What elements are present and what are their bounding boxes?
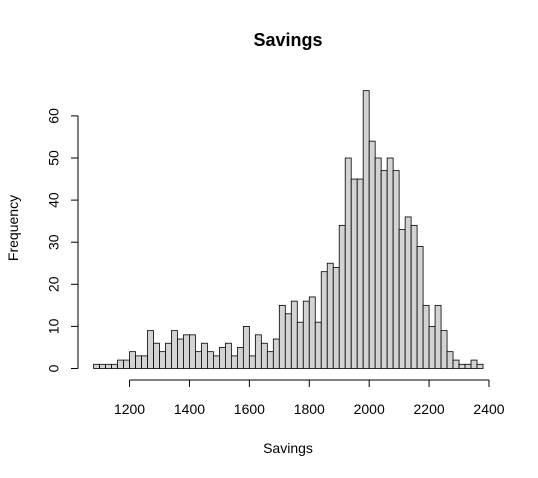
histogram-bar bbox=[416, 246, 424, 369]
histogram-bar bbox=[183, 334, 190, 369]
x-axis-label: Savings bbox=[263, 440, 313, 456]
bars-group bbox=[93, 90, 484, 369]
histogram-bar bbox=[147, 330, 154, 369]
histogram-bar bbox=[452, 359, 460, 369]
histogram-bar bbox=[296, 321, 304, 369]
histogram-bar bbox=[386, 157, 394, 369]
y-axis-label: Frequency bbox=[5, 195, 21, 261]
histogram-bar bbox=[260, 342, 268, 369]
histogram-bar bbox=[171, 330, 178, 369]
x-axis: 1200 1400 1600 1800 2000 2200 2400 bbox=[114, 379, 505, 417]
histogram-bar bbox=[374, 157, 382, 369]
histogram-bar bbox=[254, 334, 262, 369]
histogram-bar bbox=[344, 157, 352, 369]
histogram-bar bbox=[207, 351, 214, 369]
histogram-bar bbox=[404, 216, 412, 369]
histogram-bar bbox=[213, 355, 220, 369]
histogram-bar bbox=[470, 359, 478, 369]
histogram-bar bbox=[422, 304, 430, 369]
histogram-bar bbox=[284, 313, 292, 369]
histogram-bar bbox=[362, 90, 370, 369]
histogram-bar bbox=[159, 351, 166, 369]
histogram-bar bbox=[476, 363, 484, 369]
histogram-bar bbox=[434, 304, 442, 369]
histogram-bar bbox=[153, 342, 160, 369]
histogram-bar bbox=[117, 359, 124, 369]
histogram-bar bbox=[314, 321, 322, 369]
histogram-bar bbox=[308, 296, 316, 369]
histogram-bar bbox=[219, 347, 226, 369]
histogram-bar bbox=[201, 342, 208, 369]
histogram-bar bbox=[446, 351, 454, 369]
x-tick-label: 2000 bbox=[354, 401, 385, 417]
histogram-bar bbox=[236, 347, 244, 369]
histogram-bar bbox=[266, 351, 274, 369]
y-tick-label: 40 bbox=[46, 192, 62, 208]
chart-title: Savings bbox=[253, 30, 322, 50]
histogram-bar bbox=[105, 363, 112, 369]
histogram-bar bbox=[464, 363, 472, 369]
histogram-bar bbox=[135, 355, 142, 369]
histogram-bar bbox=[398, 229, 406, 369]
x-tick-label: 1400 bbox=[174, 401, 205, 417]
histogram-bar bbox=[356, 178, 364, 369]
histogram-bar bbox=[189, 334, 196, 369]
histogram-bar bbox=[458, 363, 466, 369]
histogram-bar bbox=[290, 300, 298, 369]
histogram-bar bbox=[93, 363, 100, 369]
y-tick-label: 10 bbox=[46, 318, 62, 334]
histogram-bar bbox=[230, 355, 238, 369]
histogram-bar bbox=[410, 224, 418, 369]
histogram-bar bbox=[350, 178, 358, 369]
histogram-bar bbox=[278, 304, 286, 369]
histogram-bar bbox=[177, 338, 184, 369]
histogram-bar bbox=[224, 342, 232, 369]
histogram-bar bbox=[165, 342, 172, 369]
histogram-bar bbox=[338, 224, 346, 369]
histogram-bar bbox=[320, 271, 328, 369]
histogram-bar bbox=[129, 351, 136, 369]
x-tick-label: 1800 bbox=[294, 401, 325, 417]
x-tick-label: 1600 bbox=[234, 401, 265, 417]
y-axis: 0 10 20 30 40 50 60 bbox=[46, 108, 79, 372]
y-tick-label: 20 bbox=[46, 276, 62, 292]
histogram-bar bbox=[368, 140, 376, 369]
histogram-bar bbox=[141, 355, 148, 369]
histogram-bar bbox=[302, 300, 310, 369]
x-tick-label: 2400 bbox=[473, 401, 504, 417]
histogram-bar bbox=[248, 355, 256, 369]
x-tick-label: 1200 bbox=[114, 401, 145, 417]
y-tick-label: 50 bbox=[46, 150, 62, 166]
histogram-bar bbox=[242, 325, 250, 369]
histogram-bar bbox=[123, 359, 130, 369]
histogram-bar bbox=[332, 267, 340, 369]
x-tick-label: 2200 bbox=[414, 401, 445, 417]
histogram-bar bbox=[195, 351, 202, 369]
histogram-bar bbox=[111, 363, 118, 369]
histogram-bar bbox=[392, 170, 400, 369]
y-tick-label: 60 bbox=[46, 108, 62, 124]
histogram-bar bbox=[440, 330, 448, 369]
histogram-bar bbox=[326, 262, 334, 369]
histogram-bar bbox=[272, 338, 280, 369]
histogram-bar bbox=[99, 363, 106, 369]
histogram-bar bbox=[428, 325, 436, 369]
y-tick-label: 0 bbox=[46, 364, 62, 372]
histogram-bar bbox=[380, 170, 388, 369]
y-tick-label: 30 bbox=[46, 234, 62, 250]
